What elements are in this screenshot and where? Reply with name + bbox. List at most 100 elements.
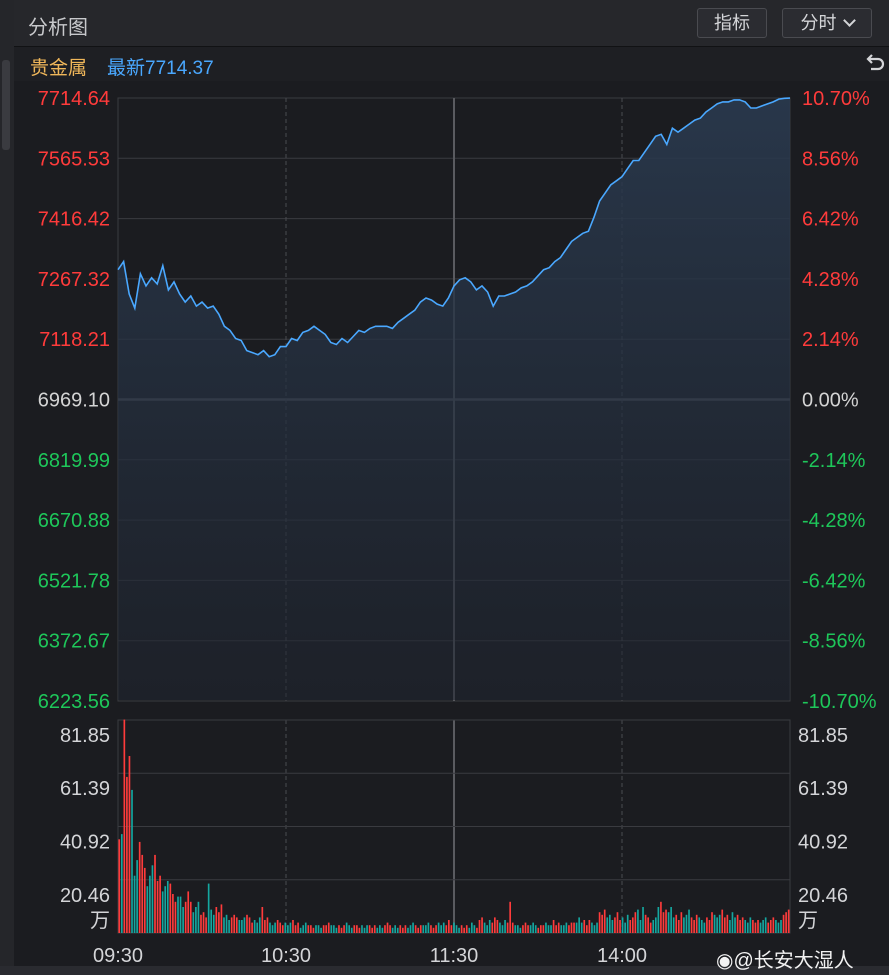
y-tick-right: -10.70%: [802, 691, 877, 713]
volume-bar: [276, 920, 279, 933]
volume-bar: [754, 922, 757, 933]
volume-bar: [540, 925, 542, 933]
volume-bar: [560, 925, 563, 933]
volume-bar: [225, 914, 228, 933]
volume-bar: [195, 907, 197, 933]
volume-bar: [399, 925, 402, 933]
volume-bar: [435, 925, 437, 933]
volume-bar: [256, 922, 259, 933]
volume-bar: [534, 925, 537, 933]
volume-bar: [330, 925, 333, 933]
volume-bar: [504, 920, 506, 933]
volume-bar: [271, 925, 274, 933]
volume-bar: [522, 925, 524, 933]
left-scroll-strip[interactable]: [0, 0, 14, 975]
volume-bar: [619, 920, 621, 933]
volume-bar: [174, 901, 177, 933]
volume-bar: [253, 920, 256, 933]
volume-bar: [568, 925, 570, 933]
volume-bar: [601, 914, 603, 933]
volume-bar: [706, 917, 708, 933]
volume-bar: [138, 841, 141, 933]
undo-icon[interactable]: [863, 51, 887, 75]
volume-bar: [545, 922, 547, 933]
volume-bar: [583, 920, 586, 933]
volume-bar: [621, 917, 624, 933]
volume-bar: [269, 922, 271, 933]
volume-bar: [238, 920, 241, 933]
volume-bar: [310, 925, 312, 933]
volume-bar: [614, 917, 616, 933]
volume-tick-left: 61.39: [60, 778, 110, 800]
volume-bar: [573, 922, 575, 933]
volume-bar: [358, 927, 361, 933]
volume-bar: [478, 920, 481, 933]
volume-bar: [437, 922, 440, 933]
volume-bar: [672, 917, 675, 933]
period-dropdown[interactable]: 分时: [782, 8, 872, 38]
volume-bar: [368, 925, 371, 933]
volume-bar: [716, 917, 718, 933]
volume-bar: [327, 922, 330, 933]
volume-bar: [757, 920, 759, 933]
volume-bar: [529, 925, 532, 933]
volume-bar: [151, 865, 154, 933]
volume-bar: [315, 925, 317, 933]
volume-bar: [683, 917, 685, 933]
volume-bar: [721, 909, 724, 933]
volume-bar: [453, 922, 455, 933]
volume-bar: [496, 920, 499, 933]
volume-bar: [634, 912, 637, 933]
volume-bar: [749, 917, 752, 933]
volume-bar: [445, 925, 448, 933]
bottom-scrollbar[interactable]: [0, 966, 889, 975]
volume-bar: [427, 922, 430, 933]
volume-bar: [228, 920, 230, 933]
volume-bar: [376, 927, 379, 933]
volume-bar: [118, 839, 121, 933]
volume-bar: [230, 917, 233, 933]
volume-bar: [611, 920, 614, 933]
volume-bar: [708, 920, 711, 933]
volume-bar: [146, 886, 149, 933]
volume-bar: [274, 922, 276, 933]
y-tick-right: 10.70%: [802, 88, 870, 110]
volume-bar: [442, 922, 445, 933]
volume-bar: [432, 927, 435, 933]
volume-bar: [703, 922, 706, 933]
volume-bar: [448, 920, 450, 933]
volume-bar: [639, 920, 642, 933]
volume-bar: [292, 920, 294, 933]
volume-bar: [440, 925, 443, 933]
volume-bar: [693, 920, 695, 933]
indicator-button[interactable]: 指标: [697, 8, 767, 38]
volume-bar: [547, 925, 550, 933]
volume-bar: [680, 912, 683, 933]
volume-bar: [764, 917, 767, 933]
volume-bar: [734, 917, 736, 933]
volume-bar: [575, 922, 578, 933]
volume-bar: [624, 922, 626, 933]
volume-tick-left: 20.46: [60, 885, 110, 907]
scrollbar-thumb[interactable]: [2, 60, 10, 150]
sub-header: 贵金属 最新7714.37: [14, 47, 889, 81]
volume-bar: [647, 917, 649, 933]
y-tick-left: 6969.10: [38, 390, 110, 412]
y-tick-left: 6819.99: [38, 450, 110, 472]
y-tick-left: 7714.64: [38, 88, 110, 110]
volume-bar: [218, 912, 220, 933]
volume-bar: [700, 920, 703, 933]
volume-bar: [304, 922, 307, 933]
volume-bar: [713, 914, 716, 933]
volume-bar: [205, 917, 207, 933]
volume-bar: [473, 925, 476, 933]
volume-bar: [210, 909, 213, 933]
volume-bar: [246, 914, 248, 933]
volume-bar: [177, 896, 179, 933]
volume-bar: [759, 922, 762, 933]
volume-bar: [517, 925, 519, 933]
volume-bar: [782, 914, 785, 933]
volume-bar: [123, 719, 126, 933]
volume-bar: [149, 875, 151, 933]
